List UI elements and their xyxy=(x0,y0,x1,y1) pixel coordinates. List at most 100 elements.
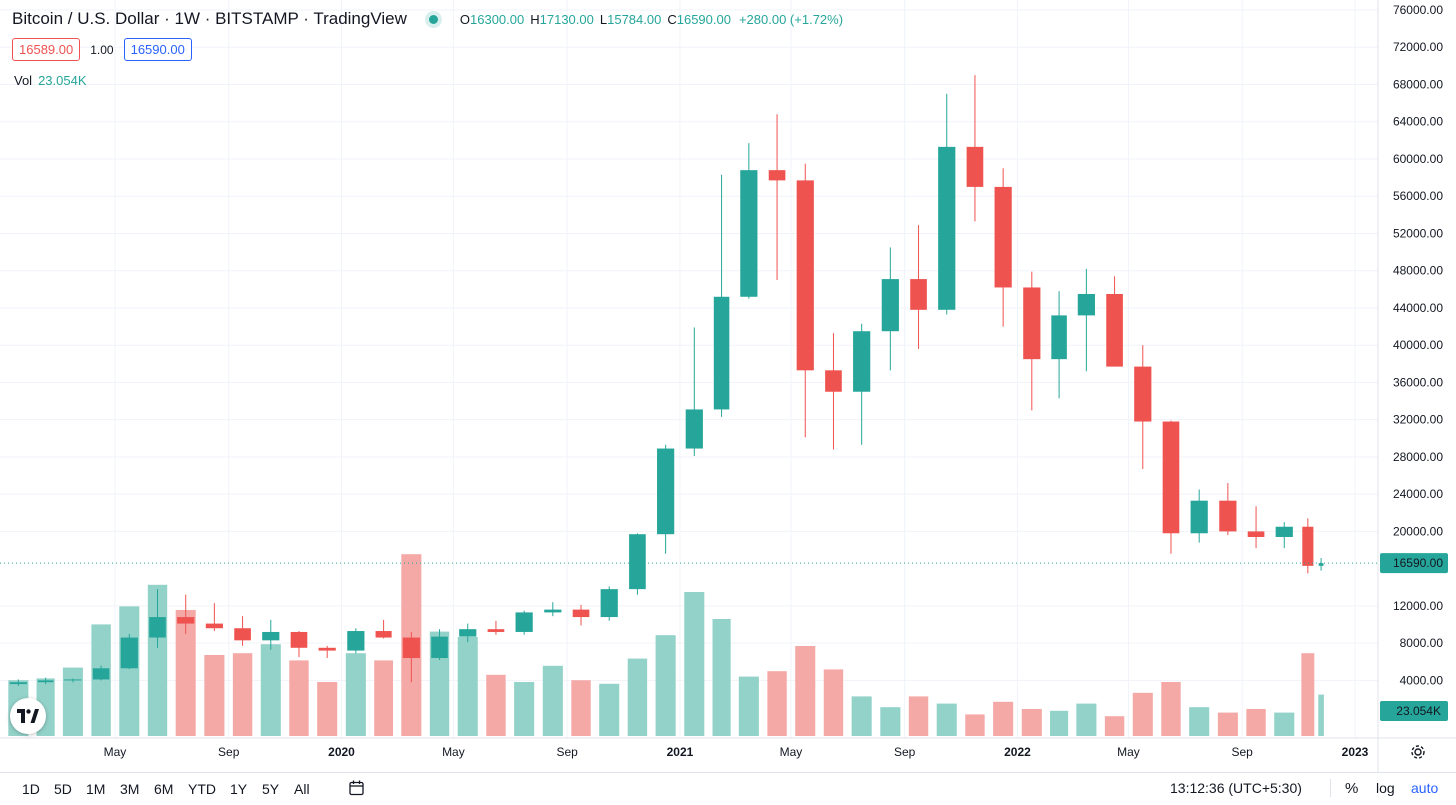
volume-bar xyxy=(204,655,225,736)
volume-bar xyxy=(908,696,929,736)
candle-body xyxy=(600,589,618,618)
volume-bar xyxy=(823,669,844,736)
y-tick-label: 76000.00 xyxy=(1393,3,1443,17)
x-tick-label: Sep xyxy=(218,745,240,759)
range-1y[interactable]: 1Y xyxy=(230,781,248,797)
price-chart[interactable]: 76000.00 72000.00 68000.00 64000.00 60000.00… xyxy=(0,0,1456,772)
candle-body xyxy=(1051,315,1067,360)
gear-icon[interactable] xyxy=(1408,742,1428,762)
candle-body xyxy=(1077,293,1095,316)
volume-bar xyxy=(712,619,731,736)
x-tick-label: 2022 xyxy=(1004,745,1031,759)
volume-bar xyxy=(1132,692,1153,736)
close-value: C16590.00 xyxy=(667,11,731,27)
bottom-toolbar: 1D 5D 1M 3M 6M YTD 1Y 5Y All xyxy=(0,772,1456,805)
candle-body xyxy=(431,636,448,659)
candle-body xyxy=(64,679,82,681)
candle-body xyxy=(740,170,758,297)
candle-body xyxy=(713,296,730,410)
volume-bar xyxy=(374,660,393,736)
volume-bar xyxy=(1217,712,1238,736)
candle-body xyxy=(1247,531,1265,537)
y-tick-label: 44000.00 xyxy=(1393,301,1443,315)
candle-body xyxy=(347,631,365,651)
toolbar-divider xyxy=(1330,779,1331,797)
candle-body xyxy=(37,680,54,683)
candle-body xyxy=(9,682,27,685)
y-tick-label: 64000.00 xyxy=(1393,115,1443,129)
y-tick-label: 52000.00 xyxy=(1393,226,1443,240)
volume-bar xyxy=(486,674,506,736)
range-5d[interactable]: 5D xyxy=(54,781,72,797)
volume-legend[interactable]: Vol 23.054K xyxy=(14,73,87,88)
last-price-tag xyxy=(1380,553,1448,574)
x-tick-label: Sep xyxy=(894,745,916,759)
candle-body xyxy=(149,617,166,638)
volume-bar xyxy=(571,680,591,736)
percent-scale-toggle[interactable]: % xyxy=(1345,780,1359,797)
x-tick-label: 2020 xyxy=(328,745,355,759)
calendar-icon[interactable] xyxy=(348,779,366,797)
volume-bar xyxy=(684,592,705,736)
volume-bar xyxy=(851,696,872,736)
x-tick-label: May xyxy=(1117,745,1140,759)
volume-bar xyxy=(1161,682,1181,736)
volume-bar xyxy=(457,637,478,736)
volume-bar xyxy=(119,606,140,736)
volume-value: 23.054K xyxy=(38,73,87,88)
last-price-tag-label: 16590.00 xyxy=(1393,556,1443,570)
open-value: O16300.00 xyxy=(459,11,525,27)
tradingview-logo-icon[interactable] xyxy=(10,698,46,734)
volume-bar xyxy=(965,714,985,736)
volume-bar xyxy=(317,682,338,736)
candle-body xyxy=(375,631,392,638)
symbol-title[interactable]: Bitcoin / U.S. Dollar · 1W · BITSTAMP · … xyxy=(12,9,407,28)
spread-value: 1.00 xyxy=(90,42,114,57)
candle-body xyxy=(572,609,590,618)
volume-bar xyxy=(599,683,620,736)
range-ytd[interactable]: YTD xyxy=(188,781,216,797)
candle-body xyxy=(1302,526,1314,566)
candle-body xyxy=(768,170,786,181)
candle-body xyxy=(262,631,280,641)
y-tick-label: 36000.00 xyxy=(1393,375,1443,389)
volume-bar xyxy=(260,644,281,736)
x-tick-label: 2021 xyxy=(667,745,694,759)
range-5y[interactable]: 5Y xyxy=(262,781,280,797)
candle-body xyxy=(966,146,984,187)
volume-bar xyxy=(936,703,957,736)
x-tick-label: May xyxy=(780,745,803,759)
auto-scale-toggle[interactable]: auto xyxy=(1411,780,1439,796)
volume-bar xyxy=(993,701,1014,736)
candle-body xyxy=(685,409,703,449)
candle-body xyxy=(515,612,533,632)
log-scale-toggle[interactable]: log xyxy=(1376,780,1395,796)
clock-timezone[interactable]: 13:12:36 (UTC+5:30) xyxy=(1170,780,1302,796)
range-1d[interactable]: 1D xyxy=(22,781,40,797)
y-tick-label: 72000.00 xyxy=(1393,40,1443,54)
quote-row: 16589.00 1.00 16590.00 xyxy=(12,38,192,61)
range-all[interactable]: All xyxy=(294,781,310,797)
y-tick-label: 8000.00 xyxy=(1400,636,1444,650)
volume-bar xyxy=(1021,709,1042,736)
x-tick-label: 2023 xyxy=(1342,745,1369,759)
candle-body xyxy=(402,637,420,659)
buy-price-button[interactable]: 16590.00 xyxy=(123,38,192,61)
candle-body xyxy=(459,629,477,637)
volume-bar xyxy=(514,682,535,736)
candle-body xyxy=(1134,366,1152,422)
volume-bar xyxy=(62,667,83,736)
candle-body xyxy=(234,628,251,641)
volume-tag xyxy=(1380,701,1448,721)
range-6m[interactable]: 6M xyxy=(154,781,174,797)
volume-bar xyxy=(767,671,787,736)
candle-body xyxy=(1190,500,1208,534)
sell-price-button[interactable]: 16589.00 xyxy=(12,38,81,61)
candle-body xyxy=(177,617,195,624)
range-3m[interactable]: 3M xyxy=(120,781,140,797)
volume-bar xyxy=(880,707,901,736)
volume-bar xyxy=(542,665,563,736)
volume-bar xyxy=(1189,707,1210,736)
volume-bar xyxy=(1301,653,1315,736)
range-1m[interactable]: 1M xyxy=(86,781,106,797)
